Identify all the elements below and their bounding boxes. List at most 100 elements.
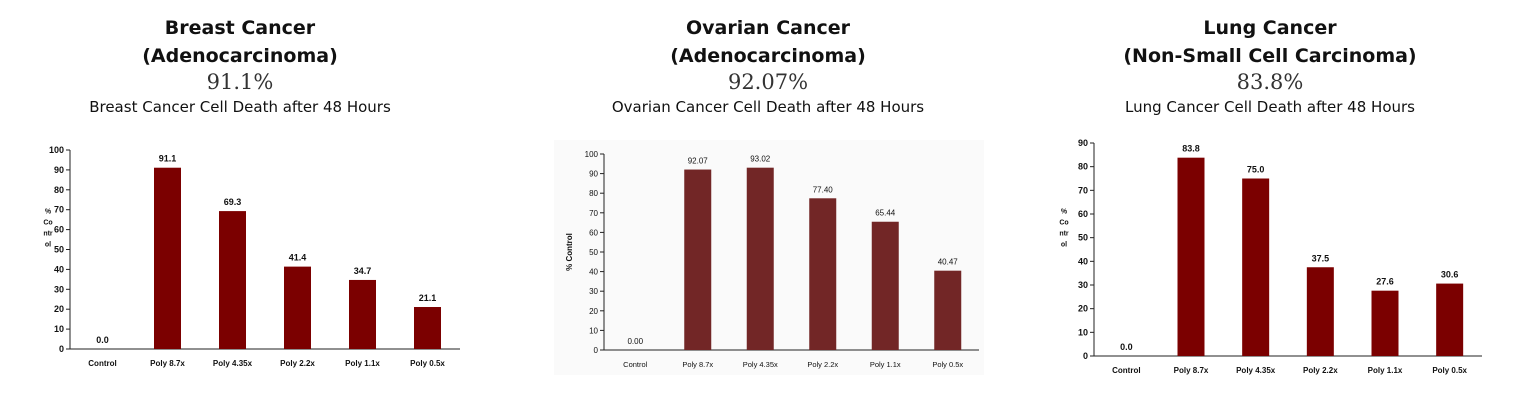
bar — [414, 307, 441, 349]
x-tick-label: Control — [88, 359, 116, 368]
y-tick-label: 30 — [589, 287, 598, 296]
bar-value-label: 83.8 — [1182, 144, 1200, 154]
y-tick-label: 50 — [54, 245, 64, 255]
y-tick-label: 90 — [1078, 138, 1088, 148]
y-tick-label: 80 — [1078, 162, 1088, 172]
x-tick-label: Control — [1112, 366, 1140, 375]
bar-value-label: 0.0 — [1120, 342, 1133, 352]
breast-cancer-bar-chart: 0 10 20 30 40 50 60 70 80 90 100 % Co ntr ol 0.0 Control… — [43, 145, 460, 368]
y-tick-label: 100 — [585, 150, 599, 159]
bar-value-label: 21.1 — [419, 293, 437, 303]
bar — [1306, 267, 1334, 356]
bar — [284, 266, 311, 349]
bar — [154, 167, 181, 349]
y-tick-label: 100 — [49, 145, 64, 155]
y-tick-label: 90 — [589, 170, 598, 179]
chart-caption: Breast Cancer Cell Death after 48 Hours — [89, 98, 391, 116]
bar-value-label: 37.5 — [1312, 253, 1330, 263]
cell-death-percent: 83.8% — [1236, 70, 1304, 94]
y-axis-label: % Co ntr ol — [43, 209, 53, 249]
y-tick-label: 30 — [1078, 280, 1088, 290]
bar-value-label: 30.6 — [1441, 270, 1459, 280]
x-tick-label: Poly 8.7x — [1174, 366, 1209, 375]
bar — [809, 198, 837, 350]
panel-title-line2: (Adenocarcinoma) — [142, 45, 338, 67]
y-tick-label: 40 — [1078, 256, 1088, 266]
x-tick-label: Control — [623, 360, 648, 369]
lung-cancer-bar-chart: 0 10 20 30 40 50 60 70 80 90 % Co ntr ol 0.0 Control 83.… — [1059, 138, 1482, 375]
y-tick-label: 70 — [1078, 185, 1088, 195]
y-tick-label: 20 — [1078, 304, 1088, 314]
bar-value-label: 69.3 — [224, 197, 242, 207]
y-axis-label: % Control — [565, 233, 574, 271]
breast-cancer-panel: Breast Cancer (Adenocarcinoma) 91.1% Bre… — [40, 0, 460, 410]
x-tick-label: Poly 4.35x — [213, 359, 253, 368]
y-tick-label: 60 — [54, 225, 64, 235]
y-tick-label: 10 — [1078, 327, 1088, 337]
panel-header: Ovarian Cancer (Adenocarcinoma) 92.07% O… — [548, 14, 988, 118]
ovarian-cancer-panel: Ovarian Cancer (Adenocarcinoma) 92.07% O… — [548, 0, 988, 410]
y-tick-label: 70 — [54, 205, 64, 215]
chart-caption: Ovarian Cancer Cell Death after 48 Hours — [611, 98, 925, 116]
bar-value-label: 91.1 — [159, 154, 177, 164]
x-tick-label: Poly 2.2x — [807, 360, 838, 369]
y-axis-label: % Co ntr ol — [1059, 209, 1069, 249]
cell-death-percent: 92.07% — [727, 70, 809, 94]
bar-value-label: 27.6 — [1376, 277, 1394, 287]
bar — [1242, 178, 1270, 356]
y-tick-label: 80 — [589, 189, 598, 198]
x-tick-label: Poly 8.7x — [682, 360, 713, 369]
x-tick-label: Poly 0.5x — [932, 360, 963, 369]
x-tick-label: Poly 2.2x — [280, 359, 315, 368]
bar — [871, 221, 899, 350]
bar-value-label: 40.47 — [938, 258, 959, 267]
bar-value-label: 0.0 — [96, 335, 109, 345]
y-tick-label: 0 — [59, 344, 64, 354]
bar — [219, 211, 246, 349]
x-tick-label: Poly 4.35x — [1236, 366, 1276, 375]
y-tick-label: 0 — [594, 346, 599, 355]
bar — [684, 169, 712, 350]
x-tick-label: Poly 1.1x — [870, 360, 901, 369]
bar-value-label: 0.00 — [627, 337, 643, 346]
panel-title-line1: Breast Cancer — [164, 17, 316, 39]
bar-value-label: 75.0 — [1247, 165, 1265, 175]
y-tick-label: 90 — [54, 165, 64, 175]
ovarian-cancer-bar-chart: 0 10 20 30 40 50 60 70 80 90 100 % Control 0.00 Contr… — [554, 140, 984, 375]
bar — [1436, 283, 1464, 356]
bar-value-label: 92.07 — [688, 157, 709, 166]
y-tick-label: 40 — [54, 264, 64, 274]
chart-caption: Lung Cancer Cell Death after 48 Hours — [1125, 98, 1415, 116]
panel-title-line1: Ovarian Cancer — [685, 17, 850, 39]
y-tick-label: 10 — [54, 324, 64, 334]
y-tick-label: 70 — [589, 209, 598, 218]
y-tick-label: 60 — [1078, 209, 1088, 219]
y-tick-label: 50 — [1078, 233, 1088, 243]
cell-death-percent: 91.1% — [206, 70, 274, 94]
bar-value-label: 93.02 — [750, 155, 771, 164]
x-tick-label: Poly 1.1x — [1368, 366, 1403, 375]
x-tick-label: Poly 4.35x — [743, 360, 778, 369]
panel-header: Breast Cancer (Adenocarcinoma) 91.1% Bre… — [40, 14, 440, 118]
x-tick-label: Poly 1.1x — [345, 359, 380, 368]
x-tick-label: Poly 8.7x — [150, 359, 185, 368]
panel-title-line1: Lung Cancer — [1203, 17, 1337, 39]
x-tick-label: Poly 0.5x — [1432, 366, 1467, 375]
y-tick-label: 80 — [54, 185, 64, 195]
y-tick-label: 30 — [54, 284, 64, 294]
y-tick-label: 60 — [589, 228, 598, 237]
bar — [934, 270, 962, 350]
y-tick-label: 0 — [1083, 351, 1088, 361]
bar — [349, 279, 376, 349]
bar-value-label: 34.7 — [354, 266, 372, 276]
lung-cancer-panel: Lung Cancer (Non-Small Cell Carcinoma) 8… — [1050, 0, 1490, 410]
bar-value-label: 77.40 — [813, 185, 834, 194]
y-tick-label: 50 — [589, 248, 598, 257]
x-tick-label: Poly 0.5x — [410, 359, 445, 368]
x-tick-label: Poly 2.2x — [1303, 366, 1338, 375]
y-tick-label: 10 — [589, 326, 598, 335]
y-tick-label: 20 — [54, 304, 64, 314]
y-tick-label: 40 — [589, 268, 598, 277]
bar — [746, 167, 774, 350]
y-tick-label: 20 — [589, 307, 598, 316]
